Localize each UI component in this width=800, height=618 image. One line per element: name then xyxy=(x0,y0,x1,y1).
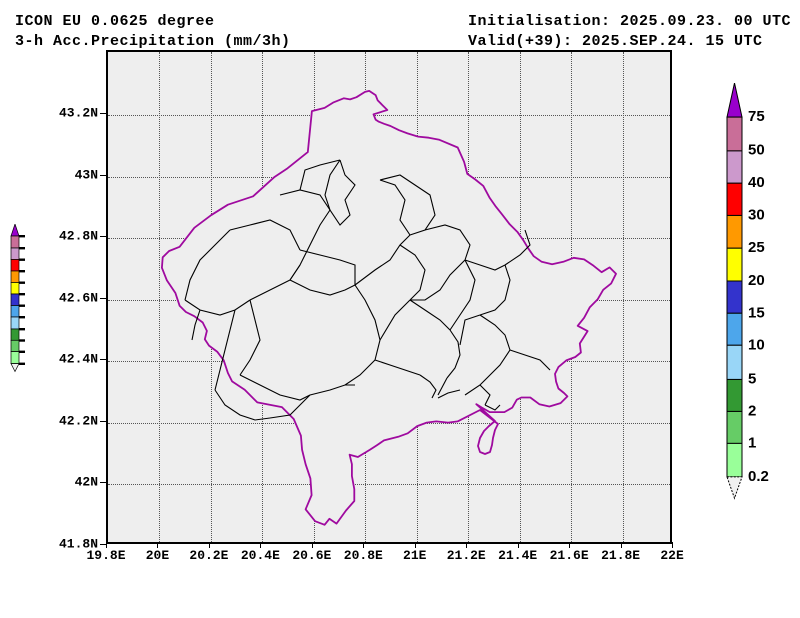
svg-text:15: 15 xyxy=(748,305,765,322)
svg-text:1: 1 xyxy=(748,435,756,452)
svg-text:5: 5 xyxy=(748,371,756,388)
svg-text:0.2: 0.2 xyxy=(748,468,769,485)
svg-text:20: 20 xyxy=(748,272,765,289)
svg-text:40: 40 xyxy=(748,174,765,191)
svg-text:50: 50 xyxy=(748,142,765,159)
svg-text:30: 30 xyxy=(748,207,765,224)
svg-text:25: 25 xyxy=(748,239,765,256)
svg-text:75: 75 xyxy=(748,108,765,125)
svg-text:2: 2 xyxy=(748,403,756,420)
svg-text:10: 10 xyxy=(748,337,765,354)
